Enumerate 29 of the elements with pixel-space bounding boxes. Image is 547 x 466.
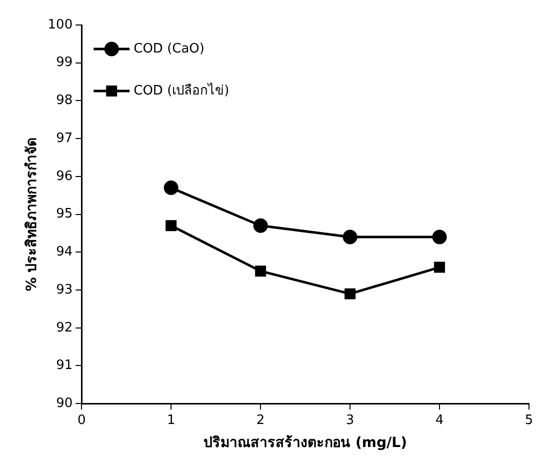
point [432, 230, 447, 244]
x-tick-label: 1 [166, 412, 176, 428]
point [344, 288, 356, 300]
point [434, 262, 446, 273]
legend-label: COD (CaO) [134, 41, 204, 56]
x-tick-label: 4 [435, 412, 444, 428]
x-tick-label: 5 [524, 412, 534, 428]
y-tick-label: 98 [56, 93, 73, 108]
x-tick-label: 2 [256, 412, 265, 428]
x-axis-title: ปริมาณสารสร้างตะกอน (mg/L) [204, 435, 407, 452]
y-tick-label: 100 [48, 17, 73, 32]
y-tick-label: 95 [56, 206, 73, 222]
point [166, 220, 177, 232]
legend-label: COD (เปลือกไข่) [134, 82, 230, 98]
y-tick-label: 92 [56, 320, 73, 336]
x-tick-label: 3 [346, 412, 354, 428]
y-axis-title: % ประสิทธิภาพการกำจัด [24, 137, 40, 292]
y-tick-label: 93 [56, 282, 73, 298]
point [255, 266, 266, 277]
y-tick-label: 91 [56, 358, 73, 374]
y-tick-label: 96 [56, 168, 73, 184]
point [342, 230, 358, 244]
y-tick-label: 90 [56, 396, 73, 411]
point [253, 218, 268, 233]
y-tick-label: 97 [56, 130, 73, 146]
point [164, 180, 178, 196]
x-tick-label: 0 [77, 412, 86, 428]
y-tick-label: 94 [56, 244, 73, 260]
y-tick-label: 99 [56, 55, 73, 70]
